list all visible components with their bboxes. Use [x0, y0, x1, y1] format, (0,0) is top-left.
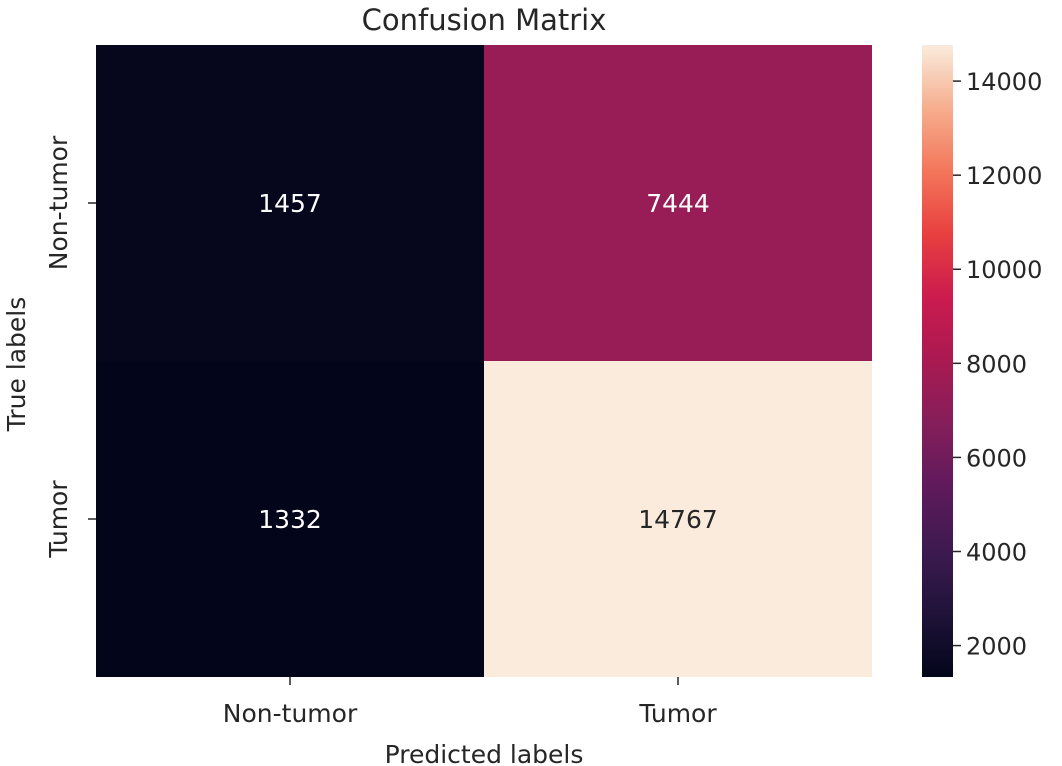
colorbar-tick-label: 12000 [966, 162, 1042, 190]
y-axis-label: True labels [2, 297, 31, 433]
y-axis: Non-tumor Tumor [44, 135, 96, 559]
colorbar-tick-label: 10000 [966, 256, 1042, 284]
cell-value-label: 1332 [258, 505, 322, 534]
colorbar [922, 45, 953, 677]
heatmap-cells [96, 45, 872, 677]
y-tick-label: Non-tumor [44, 135, 73, 270]
cell-value-label: 7444 [646, 189, 710, 218]
heatmap-cell-labels: 1457 7444 1332 14767 [258, 189, 718, 534]
colorbar-tick-label: 14000 [966, 68, 1042, 96]
heatmap-cell [96, 361, 484, 677]
colorbar-tick-label: 2000 [966, 633, 1027, 661]
cell-value-label: 14767 [638, 505, 718, 534]
x-axis-label: Predicted labels [385, 740, 584, 766]
colorbar-tick-label: 8000 [966, 350, 1027, 378]
colorbar-ticks: 2000 4000 6000 8000 10000 12000 14000 [953, 68, 1042, 661]
heatmap-cell [484, 361, 872, 677]
heatmap-cell [96, 45, 484, 361]
x-tick-label: Tumor [638, 699, 717, 728]
colorbar-tick-label: 6000 [966, 444, 1027, 472]
colorbar-tick-label: 4000 [966, 538, 1027, 566]
cell-value-label: 1457 [258, 189, 322, 218]
x-axis: Non-tumor Tumor [223, 677, 717, 728]
chart-title: Confusion Matrix [362, 3, 607, 37]
x-tick-label: Non-tumor [223, 699, 358, 728]
heatmap-cell [484, 45, 872, 361]
y-tick-label: Tumor [44, 480, 73, 559]
